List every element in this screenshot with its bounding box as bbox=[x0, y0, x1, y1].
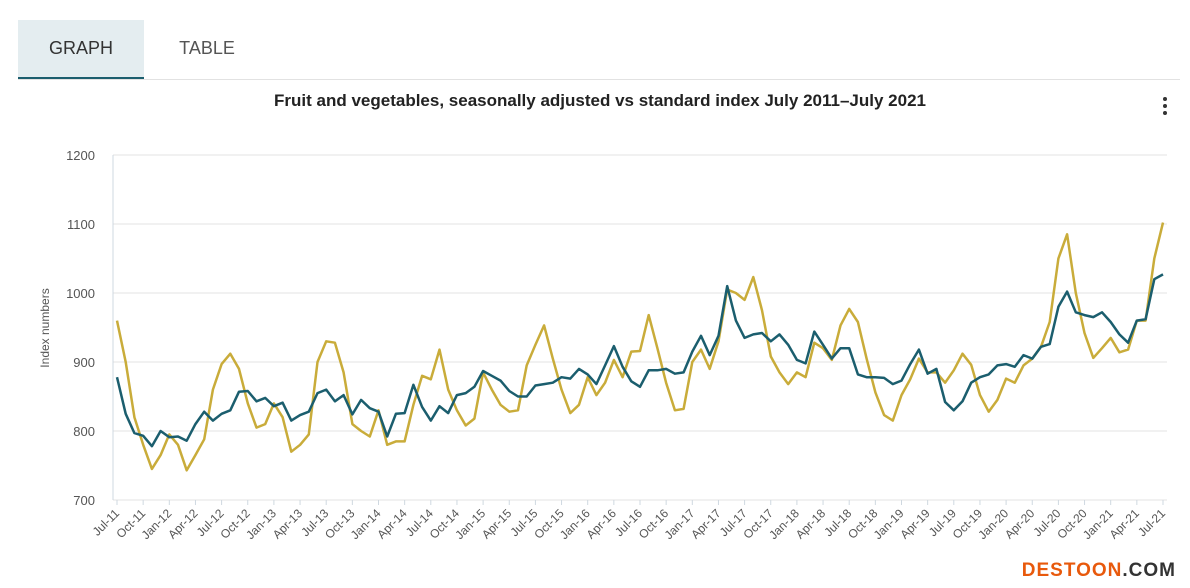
x-tick-label: Apr-21 bbox=[1107, 506, 1143, 542]
view-tabs: GRAPH TABLE bbox=[18, 20, 270, 79]
y-axis-label: Index numbers bbox=[38, 288, 52, 367]
series-line-0 bbox=[115, 273, 1164, 448]
x-tick-label: Apr-20 bbox=[1002, 506, 1038, 542]
y-tick-label: 1200 bbox=[66, 148, 95, 163]
tab-graph[interactable]: GRAPH bbox=[18, 20, 144, 79]
x-tick-label: Apr-14 bbox=[374, 506, 410, 542]
tab-table[interactable]: TABLE bbox=[179, 38, 235, 58]
x-tick-label: Apr-18 bbox=[793, 506, 829, 542]
y-tick-label: 900 bbox=[73, 355, 95, 370]
x-tick-label: Apr-15 bbox=[479, 506, 515, 542]
tab-divider bbox=[18, 79, 1180, 80]
x-tick-label: Jul-21 bbox=[1135, 506, 1168, 539]
x-tick-label: Apr-17 bbox=[688, 506, 724, 542]
chart-title: Fruit and vegetables, seasonally adjuste… bbox=[274, 91, 926, 110]
x-tick-label: Apr-12 bbox=[165, 506, 201, 542]
y-tick-label: 1100 bbox=[67, 217, 95, 232]
y-tick-label: 1000 bbox=[66, 286, 95, 301]
y-tick-label: 800 bbox=[73, 424, 95, 439]
x-tick-label: Apr-13 bbox=[270, 506, 306, 542]
watermark: DESTOON.COM bbox=[1021, 560, 1176, 581]
y-tick-label: 700 bbox=[73, 493, 95, 508]
x-tick-label: Apr-19 bbox=[897, 506, 933, 542]
kebab-menu-icon[interactable] bbox=[1157, 95, 1173, 121]
series-line-1 bbox=[115, 222, 1165, 472]
x-tick-label: Apr-16 bbox=[584, 506, 620, 542]
